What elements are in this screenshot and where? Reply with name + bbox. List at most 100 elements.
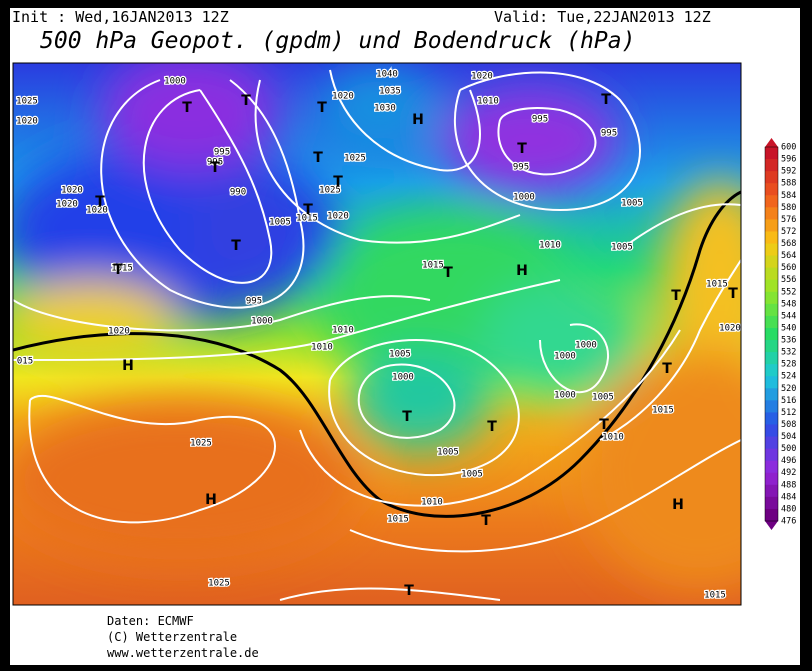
colorbar-band bbox=[765, 255, 778, 269]
colorbar-frame bbox=[764, 146, 779, 522]
colorbar-band bbox=[765, 376, 778, 389]
colorbar-label: 544 bbox=[781, 311, 796, 321]
colorbar-label: 496 bbox=[781, 456, 796, 466]
colorbar-label: 580 bbox=[781, 203, 796, 213]
colorbar-label: 576 bbox=[781, 215, 796, 225]
isobar-label: 1025 bbox=[344, 154, 366, 164]
isobar-label: 1000 bbox=[575, 341, 597, 351]
isobar-label: 015 bbox=[17, 357, 33, 367]
pressure-center: T bbox=[662, 361, 672, 377]
pressure-center: T bbox=[333, 174, 343, 190]
colorbar-label: 560 bbox=[781, 263, 796, 273]
colorbar-band bbox=[765, 279, 778, 293]
isobar-label: 1010 bbox=[539, 241, 561, 251]
colorbar-band bbox=[765, 460, 778, 474]
isobar-label: 1020 bbox=[86, 206, 108, 216]
colorbar-label: 520 bbox=[781, 384, 796, 394]
colorbar-band bbox=[765, 207, 778, 220]
colorbar-label: 536 bbox=[781, 336, 796, 346]
isobar-label: 1000 bbox=[164, 77, 186, 87]
colorbar-label: 492 bbox=[781, 468, 796, 478]
colorbar-band bbox=[765, 436, 778, 450]
pressure-center: H bbox=[122, 358, 134, 374]
colorbar-band bbox=[765, 231, 778, 245]
colorbar-label: 540 bbox=[781, 323, 796, 333]
isobar-label: 1000 bbox=[392, 373, 414, 383]
colorbar-label: 524 bbox=[781, 372, 796, 382]
colorbar-label: 508 bbox=[781, 420, 796, 430]
colorbar-band bbox=[765, 496, 778, 510]
isobar-label: 1015 bbox=[387, 515, 409, 525]
colorbar-label: 596 bbox=[781, 155, 796, 165]
isobar-label: 995 bbox=[601, 129, 617, 139]
pressure-center: T bbox=[517, 141, 527, 157]
colorbar-band bbox=[765, 183, 778, 196]
colorbar-band bbox=[765, 484, 778, 498]
pressure-center: H bbox=[516, 263, 528, 279]
isobar-label: 1015 bbox=[111, 264, 133, 274]
isobar-label: 1000 bbox=[251, 317, 273, 327]
pressure-center: T bbox=[303, 202, 313, 218]
pressure-center: T bbox=[671, 288, 681, 304]
isobar-label: 1025 bbox=[319, 186, 341, 196]
colorbar-label: 512 bbox=[781, 408, 796, 418]
isobar-label: 1005 bbox=[611, 243, 633, 253]
colorbar-band bbox=[765, 219, 778, 232]
colorbar-label: 572 bbox=[781, 227, 796, 237]
colorbar-label: 528 bbox=[781, 360, 796, 370]
isobar-label: 1010 bbox=[421, 498, 443, 508]
colorbar-band bbox=[765, 364, 778, 377]
pressure-center: T bbox=[210, 160, 220, 176]
isobar-label: 995 bbox=[207, 158, 223, 168]
isobar-label: 990 bbox=[230, 188, 246, 198]
isobar-label: 1035 bbox=[379, 87, 401, 97]
init-time: Init : Wed,16JAN2013 12Z bbox=[12, 8, 229, 26]
isobar-label: 1010 bbox=[311, 343, 333, 353]
colorbar-label: 600 bbox=[781, 143, 796, 153]
isobar-label: 1015 bbox=[422, 261, 444, 271]
isobar-label: 1010 bbox=[332, 326, 354, 336]
colorbar-label: 488 bbox=[781, 480, 796, 490]
isobar-label: 995 bbox=[214, 148, 230, 158]
map-frame bbox=[12, 62, 742, 606]
colorbar-label: 552 bbox=[781, 287, 796, 297]
pressure-center: T bbox=[404, 583, 414, 599]
pressure-center: T bbox=[241, 93, 251, 109]
isobar-label: 1020 bbox=[61, 186, 83, 196]
source: Daten: ECMWF bbox=[107, 614, 194, 628]
colorbar-label: 516 bbox=[781, 396, 796, 406]
isobar-label: 1000 bbox=[554, 352, 576, 362]
colorbar-label: 484 bbox=[781, 492, 796, 502]
isobar-label: 1000 bbox=[554, 391, 576, 401]
isobar-label: 1005 bbox=[461, 470, 483, 480]
colorbar-label: 480 bbox=[781, 504, 796, 514]
pressure-center: T bbox=[487, 419, 497, 435]
isobar-label: 1015 bbox=[296, 214, 318, 224]
colorbar-band bbox=[765, 327, 778, 341]
isobar-label: 1020 bbox=[327, 212, 349, 222]
isobar-label: 1025 bbox=[190, 439, 212, 449]
colorbar-band bbox=[765, 195, 778, 208]
isobars bbox=[13, 69, 741, 601]
colorbar: 600 596 592 588 584 580 576 572 568 564 560 556 552 5… bbox=[764, 138, 796, 530]
isobar-label: 1030 bbox=[374, 104, 396, 114]
colorbar-label: 556 bbox=[781, 275, 796, 285]
colorbar-band bbox=[765, 352, 778, 365]
isobar-label: 1020 bbox=[471, 72, 493, 82]
copyright: (C) Wetterzentrale bbox=[107, 630, 237, 644]
colorbar-label: 500 bbox=[781, 444, 796, 454]
colorbar-band bbox=[765, 303, 778, 317]
isobar-label: 1005 bbox=[389, 350, 411, 360]
pressure-center: T bbox=[599, 417, 609, 433]
colorbar-band bbox=[765, 400, 778, 413]
colorbar-band bbox=[765, 508, 778, 522]
pressure-center: T bbox=[95, 194, 105, 210]
isobar-label: 1010 bbox=[602, 433, 624, 443]
colorbar-band bbox=[765, 412, 778, 425]
isobar-label: 1010 bbox=[477, 97, 499, 107]
colorbar-label: 592 bbox=[781, 167, 796, 177]
colorbar-band bbox=[765, 147, 778, 160]
colorbar-label: 548 bbox=[781, 299, 796, 309]
